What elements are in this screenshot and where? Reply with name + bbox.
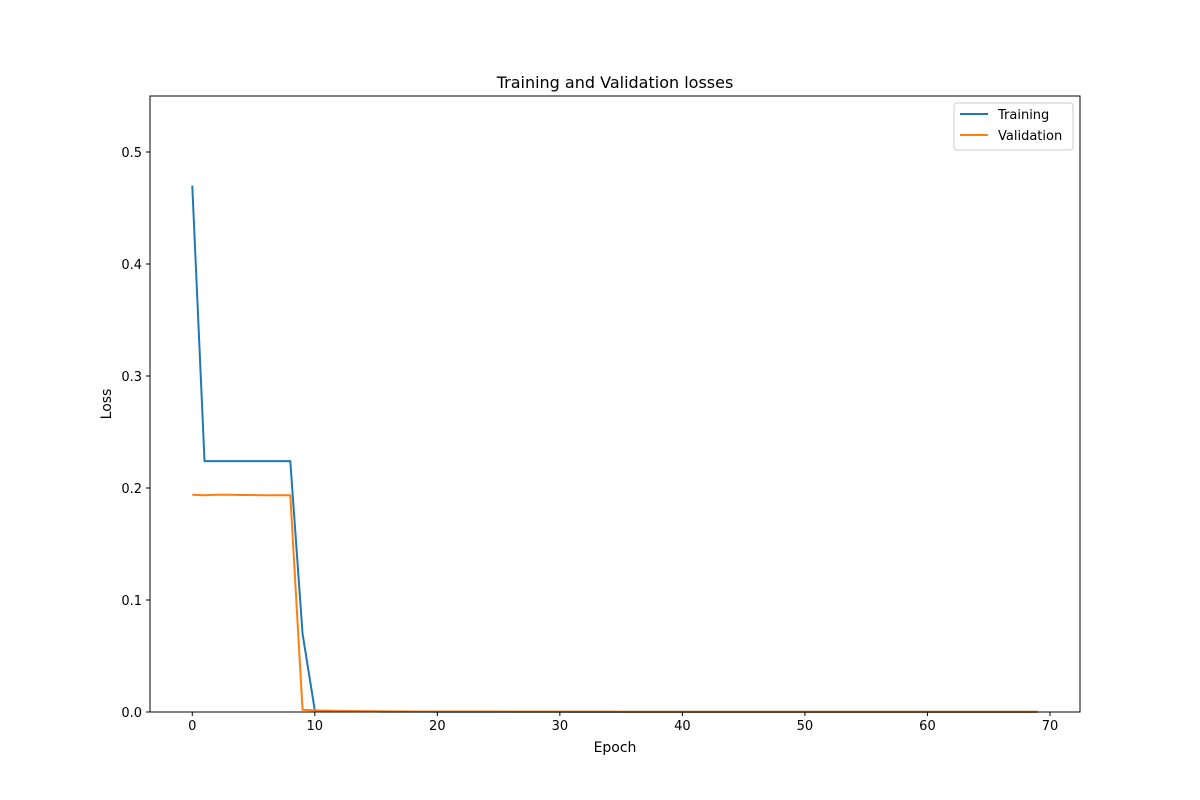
y-tick-label: 0.0 [121, 706, 142, 721]
x-tick-label: 70 [1042, 719, 1059, 734]
y-axis-ticks: 0.0 0.1 0.2 0.3 0.4 0.5 [121, 146, 150, 721]
chart-title: Training and Validation losses [496, 73, 734, 92]
y-tick-label: 0.4 [121, 258, 142, 273]
y-axis-label: Loss [99, 389, 115, 420]
x-tick-label: 0 [188, 719, 196, 734]
legend-label-validation: Validation [998, 129, 1062, 144]
legend: Training Validation [953, 102, 1074, 151]
x-tick-label: 50 [797, 719, 814, 734]
x-tick-label: 60 [919, 719, 936, 734]
series-layer [191, 185, 1038, 713]
x-tick-label: 40 [674, 719, 691, 734]
y-tick-label: 0.1 [121, 594, 142, 609]
x-tick-label: 30 [552, 719, 569, 734]
y-tick-label: 0.2 [121, 482, 142, 497]
y-tick-label: 0.3 [121, 370, 142, 385]
x-axis-ticks: 0 10 20 30 40 50 60 70 [188, 712, 1058, 734]
x-tick-label: 20 [429, 719, 446, 734]
x-axis-label: Epoch [594, 740, 637, 756]
legend-label-training: Training [997, 108, 1049, 123]
series-line-training [191, 185, 1038, 713]
series-line-validation [192, 493, 1038, 713]
y-tick-label: 0.5 [121, 146, 142, 161]
x-tick-label: 10 [307, 719, 324, 734]
plot-area-frame [149, 95, 1081, 713]
